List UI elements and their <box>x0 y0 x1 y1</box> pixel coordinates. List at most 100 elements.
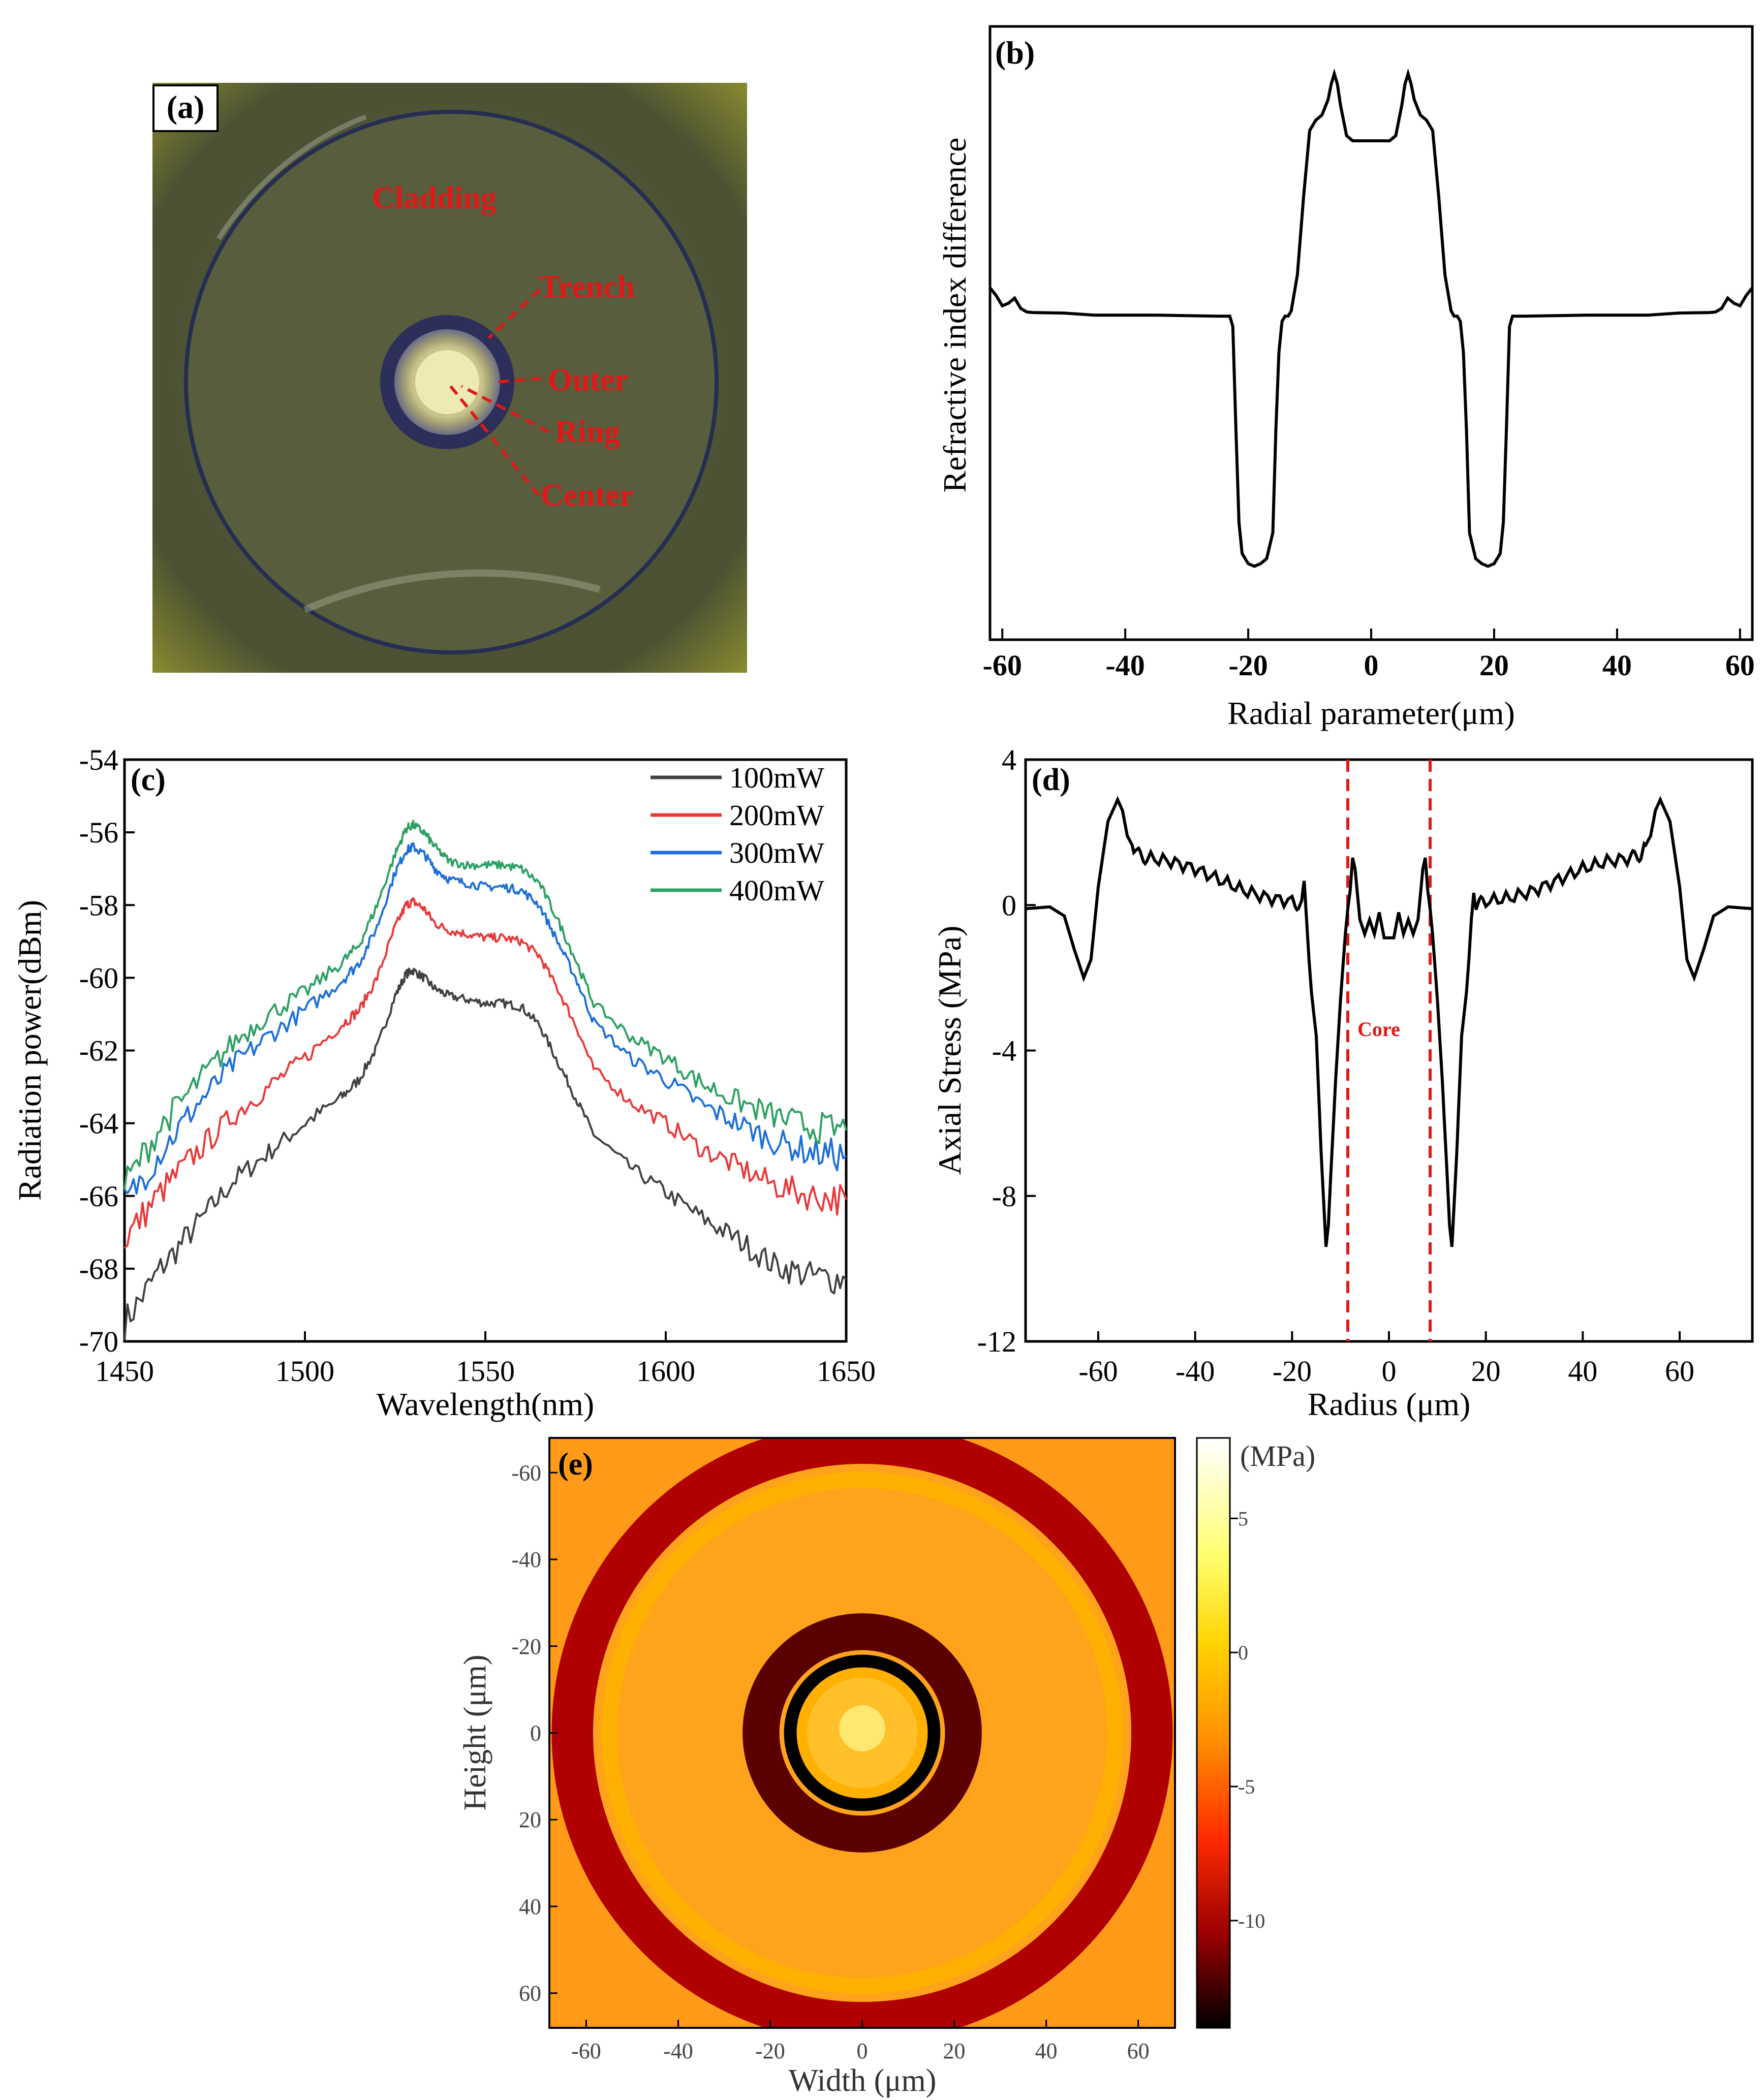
panel-d-xtick-label: -20 <box>1273 1355 1312 1388</box>
colorbar-ticks: 5 0 -5 -10 <box>1230 1507 1265 1932</box>
panel-d-xtick-label: 40 <box>1568 1355 1597 1388</box>
panel-e-ytick-label: 20 <box>519 1807 541 1832</box>
series-line-200mW <box>123 897 847 1249</box>
panel-b-label: (b) <box>995 35 1035 71</box>
panel-e-axes: -60 -40 -20 0 20 40 60 -60 -40 -20 0 20 40 60 <box>511 1460 1149 2063</box>
panel-e-xtick-label: 40 <box>1035 2039 1058 2063</box>
heatmap-ring <box>743 1613 982 1853</box>
panel-e-xtick-label: 0 <box>857 2039 868 2063</box>
panel-e-label: (e) <box>558 1447 593 1482</box>
panel-c-ytick-label: -68 <box>79 1252 118 1286</box>
leader-trench <box>487 288 541 339</box>
label-trench: Trench <box>540 270 635 304</box>
panel-e-xtick-label: -60 <box>571 2039 601 2063</box>
panel-d-ytick-label: -12 <box>977 1325 1016 1358</box>
panel-b-xtick-label: 60 <box>1725 649 1755 682</box>
panel-c-ytick-label: -54 <box>79 743 118 776</box>
panel-b-index-curve <box>988 68 1754 568</box>
panel-b-index-profile: (b) -60 -40 -20 0 20 40 60 Radial parameter(μm… <box>937 25 1755 731</box>
leader-center <box>446 381 540 496</box>
series-line-300mW <box>123 842 847 1195</box>
panel-d-xtick-label: 0 <box>1382 1355 1397 1388</box>
panel-e-ytick-label: 0 <box>530 1721 541 1746</box>
panel-b-frame <box>988 25 1754 641</box>
panel-c-ytick-label: -62 <box>79 1035 118 1068</box>
panel-d-label: (d) <box>1032 763 1070 797</box>
leader-ring <box>460 385 550 433</box>
legend-label: 300mW <box>729 836 824 869</box>
panel-d-ytick-label: -8 <box>992 1180 1016 1213</box>
panel-d-ytick-label: 4 <box>1002 743 1016 776</box>
panel-e-ytick-label: -60 <box>511 1460 541 1485</box>
panel-b-xtick-label: -40 <box>1105 649 1145 682</box>
panel-e-ylabel: Height (μm) <box>458 1654 492 1810</box>
label-outer: Outer <box>548 363 628 397</box>
panel-e-ytick-label: 40 <box>519 1894 541 1919</box>
panel-d-xtick-label: -60 <box>1078 1355 1118 1388</box>
panel-c-legend: 100mW 200mW 300mW 400mW <box>651 761 824 907</box>
panel-b-xtick-label: 40 <box>1602 649 1632 682</box>
panel-e-xtick-label: -20 <box>755 2039 785 2063</box>
panel-d-axial-stress: (d) -60 -40 -20 0 20 40 60-12-8-404 Core Radiu… <box>932 743 1754 1422</box>
heatmap-ring <box>784 1654 941 1811</box>
panel-c-ytick-label: -56 <box>79 816 118 849</box>
leader-outer <box>495 377 542 384</box>
panel-c-xtick-label: 1550 <box>456 1355 515 1388</box>
panel-e-xlabel: Width (μm) <box>789 2063 937 2098</box>
label-center: Center <box>541 478 633 513</box>
panel-e-ytick-label: 60 <box>519 1981 541 2006</box>
panel-c-ytick-label: -70 <box>79 1325 118 1358</box>
panel-c-xtick-label: 1600 <box>636 1355 695 1388</box>
panel-c-ytick-label: -58 <box>79 889 118 922</box>
panel-e-ytick-label: -40 <box>511 1547 541 1572</box>
cladding-texture-top <box>216 114 367 240</box>
panel-c-ytick-label: -66 <box>79 1180 118 1213</box>
panel-e-xtick-label: 20 <box>943 2039 966 2063</box>
panel-b-ylabel: Refractive index difference <box>937 138 973 493</box>
panel-d-xtick-label: 60 <box>1665 1355 1694 1388</box>
panel-c-xtick-label: 1650 <box>817 1355 876 1388</box>
panel-b-xtick-label: -20 <box>1228 649 1267 682</box>
colorbar-label: (MPa) <box>1240 1439 1315 1472</box>
panel-c-spectra: (c) 1450 1500 1550 1600 1650 -70 -68 -66 -64 -62 -… <box>12 743 876 1422</box>
panel-c-xtick-label: 1500 <box>275 1355 334 1388</box>
panel-b-xtick-label: 20 <box>1479 649 1509 682</box>
panel-a-leader-lines <box>446 288 550 496</box>
colorbar <box>1196 1437 1231 2029</box>
heatmap-core-spot <box>839 1705 885 1751</box>
panel-d-core-annotation: Core <box>1357 1018 1400 1041</box>
panel-d-ylabel: Axial Stress (MPa) <box>932 926 968 1175</box>
series-line-400mW <box>123 820 847 1190</box>
core-center <box>412 347 482 417</box>
legend-label: 400mW <box>729 874 824 907</box>
panel-a-label: (a) <box>167 89 205 125</box>
label-cladding: Cladding <box>372 181 497 215</box>
panel-d-xtick-label: 20 <box>1471 1355 1501 1388</box>
panel-c-ylabel: Radiation power(dBm) <box>12 900 48 1201</box>
panel-a-annotations: Cladding Trench Outer Ring Center <box>372 181 635 513</box>
panel-c-label: (c) <box>131 763 166 797</box>
panel-c-xtick-label: 1450 <box>95 1355 154 1388</box>
heatmap-ring <box>601 1471 1124 1994</box>
panel-c-ytick-label: -64 <box>79 1107 118 1140</box>
panel-d-stress-curve <box>1025 796 1753 1247</box>
panel-b-xtick-label: 0 <box>1364 649 1379 682</box>
panel-e-xtick-label: -40 <box>663 2039 693 2063</box>
panel-e-xtick-label: 60 <box>1127 2039 1150 2063</box>
panel-c-ytick-label: -60 <box>79 961 118 994</box>
panel-a-label-box <box>152 84 219 132</box>
colorbar-tick-label: 0 <box>1238 1641 1248 1664</box>
colorbar-tick-label: 5 <box>1238 1507 1248 1530</box>
panel-d-xtick-label: -40 <box>1176 1355 1215 1388</box>
colorbar-tick-label: -5 <box>1238 1775 1255 1798</box>
series-line-100mW <box>123 967 847 1340</box>
heatmap-rings <box>551 1438 1173 2028</box>
panel-d-ytick-label: -4 <box>992 1035 1016 1068</box>
panel-e-stress-map: (e) -60 -40 -20 0 20 40 60 -60 -40 -20 0 20 40 60 (MP… <box>458 1437 1315 2098</box>
colorbar-tick-label: -10 <box>1238 1909 1265 1932</box>
panel-c-series <box>123 820 847 1340</box>
panel-e-ytick-label: -20 <box>511 1634 541 1659</box>
panel-d-xlabel: Radius (μm) <box>1308 1386 1471 1422</box>
panel-b-xtick-label: -60 <box>983 649 1022 682</box>
